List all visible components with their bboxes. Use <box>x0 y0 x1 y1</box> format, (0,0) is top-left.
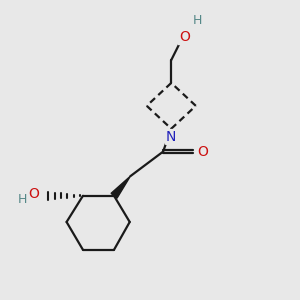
Text: O: O <box>179 30 190 44</box>
Text: H: H <box>193 14 202 27</box>
Text: O: O <box>28 187 39 201</box>
Text: H: H <box>18 193 27 206</box>
Text: N: N <box>166 130 176 144</box>
Text: O: O <box>197 145 208 159</box>
Polygon shape <box>111 176 130 198</box>
